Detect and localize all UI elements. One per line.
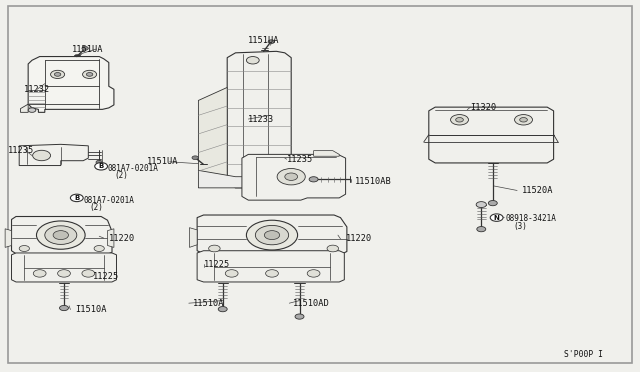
Polygon shape: [28, 57, 114, 112]
Circle shape: [209, 245, 220, 252]
Polygon shape: [197, 215, 347, 254]
Circle shape: [307, 270, 320, 277]
Circle shape: [70, 194, 83, 202]
Polygon shape: [5, 229, 12, 247]
Circle shape: [33, 270, 46, 277]
Polygon shape: [198, 170, 291, 188]
Text: B: B: [74, 195, 79, 201]
Text: 11510A: 11510A: [193, 299, 225, 308]
Circle shape: [36, 221, 85, 249]
Text: 11233: 11233: [248, 115, 275, 124]
Polygon shape: [242, 154, 346, 200]
Circle shape: [277, 169, 305, 185]
Text: N: N: [493, 215, 500, 221]
Polygon shape: [197, 251, 344, 282]
Circle shape: [476, 202, 486, 208]
Text: (2): (2): [114, 171, 128, 180]
Circle shape: [19, 246, 29, 251]
Text: B: B: [99, 163, 104, 169]
Text: 11235: 11235: [287, 155, 313, 164]
Text: I1510A: I1510A: [76, 305, 107, 314]
Circle shape: [95, 163, 108, 170]
Circle shape: [86, 73, 93, 76]
Polygon shape: [227, 51, 291, 188]
Circle shape: [192, 156, 198, 160]
Text: 1151UA: 1151UA: [147, 157, 179, 166]
Circle shape: [82, 270, 95, 277]
Text: 11510AB: 11510AB: [355, 177, 392, 186]
Circle shape: [28, 108, 36, 112]
Text: 11520A: 11520A: [522, 186, 553, 195]
Text: 11225: 11225: [93, 272, 119, 280]
Text: 11225: 11225: [204, 260, 230, 269]
Circle shape: [255, 225, 289, 245]
Polygon shape: [19, 144, 88, 166]
Text: 11235: 11235: [8, 146, 34, 155]
Circle shape: [488, 201, 497, 206]
Circle shape: [327, 245, 339, 252]
Circle shape: [295, 314, 304, 319]
Circle shape: [309, 177, 318, 182]
Text: 11220: 11220: [346, 234, 372, 243]
Polygon shape: [12, 217, 112, 254]
Circle shape: [45, 226, 77, 244]
Polygon shape: [429, 107, 554, 163]
Polygon shape: [108, 229, 114, 247]
Polygon shape: [198, 87, 227, 182]
Polygon shape: [12, 253, 116, 282]
Text: (2): (2): [90, 203, 104, 212]
Circle shape: [246, 220, 298, 250]
Circle shape: [53, 231, 68, 240]
Polygon shape: [314, 151, 339, 156]
Circle shape: [477, 227, 486, 232]
Text: (3): (3): [513, 222, 527, 231]
Circle shape: [520, 118, 527, 122]
Polygon shape: [189, 228, 197, 247]
Circle shape: [451, 115, 468, 125]
Circle shape: [96, 160, 102, 164]
Circle shape: [264, 231, 280, 240]
Circle shape: [54, 73, 61, 76]
Circle shape: [94, 246, 104, 251]
Text: 11220: 11220: [109, 234, 135, 243]
Circle shape: [33, 150, 51, 161]
Text: 1151UA: 1151UA: [72, 45, 103, 54]
Circle shape: [266, 270, 278, 277]
Polygon shape: [20, 104, 28, 112]
Circle shape: [82, 46, 88, 50]
Circle shape: [225, 270, 238, 277]
Circle shape: [60, 305, 68, 311]
Text: 11232: 11232: [24, 85, 51, 94]
Circle shape: [515, 115, 532, 125]
Text: S'P00P I: S'P00P I: [564, 350, 604, 359]
Text: 1151UA: 1151UA: [248, 36, 280, 45]
Circle shape: [51, 70, 65, 78]
Circle shape: [285, 173, 298, 180]
Text: 11510AD: 11510AD: [293, 299, 330, 308]
Text: 081A7-0201A: 081A7-0201A: [108, 164, 158, 173]
Circle shape: [490, 214, 503, 221]
Circle shape: [58, 270, 70, 277]
Circle shape: [83, 70, 97, 78]
Text: 081A7-0201A: 081A7-0201A: [83, 196, 134, 205]
Text: I1320: I1320: [470, 103, 497, 112]
Circle shape: [268, 40, 275, 44]
Circle shape: [246, 57, 259, 64]
Circle shape: [218, 307, 227, 312]
Circle shape: [456, 118, 463, 122]
Text: 08918-3421A: 08918-3421A: [506, 214, 556, 223]
